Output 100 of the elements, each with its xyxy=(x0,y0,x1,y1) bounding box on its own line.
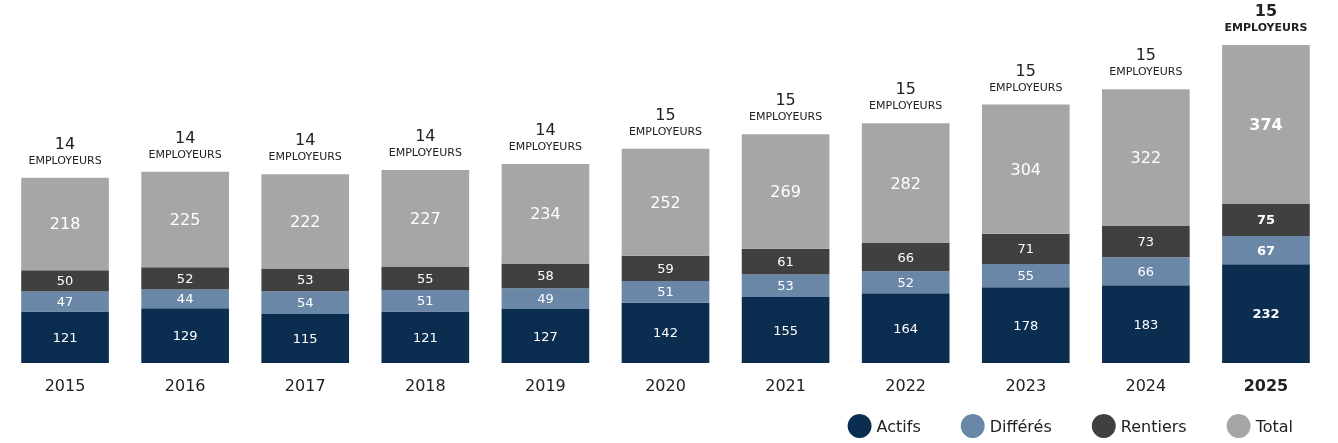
annotation: 14 EMPLOYEURS xyxy=(508,120,583,154)
bar xyxy=(21,311,109,363)
data-label: 53 xyxy=(777,278,794,294)
x-tick-label: 2025 xyxy=(1243,375,1289,395)
data-label: 252 xyxy=(650,192,681,212)
bar xyxy=(21,270,109,292)
data-label: 164 xyxy=(893,320,919,336)
data-label: 66 xyxy=(897,249,914,265)
bar xyxy=(381,266,470,290)
x-tick-label: 2024 xyxy=(1125,375,1167,395)
bar xyxy=(381,169,470,267)
x-tick-label: 2017 xyxy=(284,375,326,395)
bar xyxy=(981,233,1070,264)
bar xyxy=(861,271,950,294)
data-label: 222 xyxy=(289,211,321,231)
x-tick-label: 2019 xyxy=(525,375,566,395)
data-label: 54 xyxy=(296,295,314,311)
bar xyxy=(741,274,830,298)
data-label: 73 xyxy=(1137,234,1155,250)
data-label: 269 xyxy=(770,181,801,201)
data-label: 51 xyxy=(657,284,674,300)
data-label: 127 xyxy=(533,328,558,344)
bar xyxy=(981,263,1070,288)
data-label: 58 xyxy=(537,268,554,284)
x-tick-label: 2021 xyxy=(765,375,806,395)
legend-label: Actifs xyxy=(876,416,921,436)
data-label: 50 xyxy=(56,273,74,289)
bar xyxy=(141,308,229,363)
annotation: 15 EMPLOYEURS xyxy=(1109,45,1183,79)
legend-label: Rentiers xyxy=(1120,416,1187,436)
data-label: 183 xyxy=(1133,316,1159,332)
bar xyxy=(981,287,1070,363)
annotation: 14 EMPLOYEURS xyxy=(268,130,342,164)
data-label: 232 xyxy=(1252,306,1280,322)
annotation: 15 EMPLOYEURS xyxy=(628,104,703,138)
data-label: 142 xyxy=(653,325,678,341)
x-tick-label: 2018 xyxy=(404,375,446,395)
bar xyxy=(861,243,950,272)
data-label: 129 xyxy=(172,328,198,344)
data-label: 71 xyxy=(1017,241,1035,257)
data-label: 52 xyxy=(176,270,194,286)
annotation: 15 EMPLOYEURS xyxy=(869,79,943,113)
bar xyxy=(21,177,109,271)
bar xyxy=(981,104,1070,234)
data-label: 234 xyxy=(530,204,561,224)
data-label: 75 xyxy=(1256,212,1275,228)
bar xyxy=(261,314,350,363)
data-label: 218 xyxy=(49,214,81,234)
bar xyxy=(261,291,350,315)
bar xyxy=(741,134,830,249)
bar xyxy=(621,302,710,363)
data-label: 227 xyxy=(410,208,441,228)
bar xyxy=(141,289,229,309)
data-label: 52 xyxy=(897,274,914,290)
bar xyxy=(141,267,229,290)
annotation: 15 EMPLOYEURS xyxy=(748,90,823,124)
data-label: 51 xyxy=(417,293,434,309)
data-label: 282 xyxy=(890,173,921,193)
data-label: 121 xyxy=(52,329,78,345)
bar xyxy=(501,164,590,264)
bar xyxy=(861,123,950,244)
bar xyxy=(501,263,590,289)
bar xyxy=(261,268,350,292)
bar xyxy=(1222,235,1310,265)
bar xyxy=(501,288,590,310)
bar xyxy=(141,171,229,268)
annotation: 14 EMPLOYEURS xyxy=(388,125,462,159)
bar xyxy=(1222,45,1310,204)
data-label: 178 xyxy=(1013,317,1039,333)
bar xyxy=(261,174,350,269)
data-label: 155 xyxy=(773,322,798,338)
bar xyxy=(21,291,109,312)
data-label: 55 xyxy=(1017,268,1035,284)
data-label: 115 xyxy=(292,331,318,347)
annotation: 15 EMPLOYEURS xyxy=(989,60,1063,94)
bar xyxy=(1222,204,1310,236)
data-label: 55 xyxy=(417,270,434,286)
bar xyxy=(621,255,710,281)
legend-label: Total xyxy=(1254,416,1294,436)
x-tick-label: 2023 xyxy=(1005,375,1047,395)
bar xyxy=(621,148,710,256)
data-label: 49 xyxy=(537,291,554,307)
data-label: 44 xyxy=(176,291,194,307)
bar xyxy=(621,280,710,303)
x-tick-label: 2020 xyxy=(645,375,686,395)
data-label: 59 xyxy=(657,260,674,276)
bar xyxy=(1102,285,1190,363)
annotation: 14 EMPLOYEURS xyxy=(28,133,102,167)
x-tick-label: 2015 xyxy=(44,375,86,395)
bar xyxy=(1102,226,1190,258)
bar xyxy=(861,293,950,363)
bar xyxy=(381,311,470,363)
bar xyxy=(1102,89,1190,227)
annotation: 15 EMPLOYEURS xyxy=(1224,1,1308,34)
data-label: 47 xyxy=(56,294,74,310)
data-label: 67 xyxy=(1256,242,1275,258)
data-label: 121 xyxy=(412,329,438,345)
data-label: 225 xyxy=(169,210,201,230)
bar xyxy=(1102,257,1190,286)
x-tick-label: 2022 xyxy=(885,375,927,395)
